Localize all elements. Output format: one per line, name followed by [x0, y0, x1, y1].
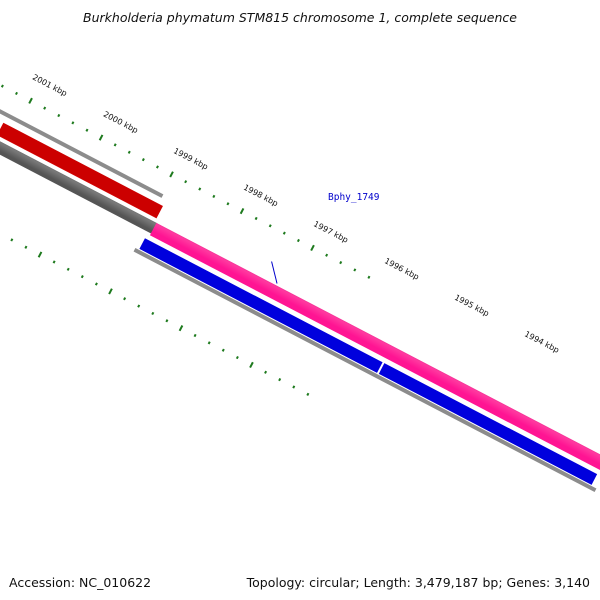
minor-tick-outer-48: [367, 275, 371, 279]
minor-tick-inner-41: [207, 341, 211, 345]
major-tick-outer-44: [310, 244, 315, 252]
minor-tick-inner-30: [52, 260, 56, 264]
minor-tick-inner-32: [80, 275, 84, 279]
minor-tick-inner-48: [306, 392, 310, 396]
gene-label[interactable]: Bphy_1749: [328, 192, 380, 203]
major-tick-inner-29: [37, 251, 43, 258]
minor-tick-outer-45: [325, 253, 329, 257]
major-tick-outer-39: [239, 207, 245, 215]
minor-tick-inner-46: [278, 378, 282, 382]
minor-tick-outer-42: [282, 231, 286, 235]
minor-ticks: [0, 84, 371, 396]
minor-tick-inner-37: [151, 311, 155, 316]
minor-tick-outer-40: [254, 216, 258, 221]
feature-other: [0, 138, 158, 234]
minor-tick-inner-47: [292, 385, 296, 389]
minor-tick-outer-35: [184, 180, 188, 184]
minor-tick-outer-27: [71, 121, 75, 125]
minor-tick-outer-33: [155, 165, 159, 169]
major-tick-inner-44: [249, 361, 254, 369]
minor-tick-outer-41: [268, 224, 272, 228]
minor-tick-inner-27: [10, 238, 14, 242]
minor-tick-outer-46: [339, 260, 343, 265]
genome-strip: 2001 kbp 2000 kbp 1999 kbp 1998 kbp 1997…: [0, 73, 600, 493]
minor-tick-outer-30: [113, 143, 117, 147]
tick-label-2001: 2001 kbp: [31, 73, 69, 98]
tick-labels: 2001 kbp 2000 kbp 1999 kbp 1998 kbp 1997…: [31, 73, 561, 355]
feature-bphy-1749: [149, 222, 600, 472]
major-tick-outer-29: [98, 134, 104, 141]
minor-tick-outer-32: [141, 158, 145, 162]
backbone-left: [0, 106, 164, 198]
accession-label: Accession: NC_010622: [9, 575, 152, 590]
major-tick-inner-39: [178, 325, 184, 332]
gene-label-leader: [271, 261, 278, 284]
minor-tick-outer-31: [127, 150, 131, 154]
minor-tick-outer-26: [57, 113, 61, 118]
sequence-summary: Topology: circular; Length: 3,479,187 bp…: [246, 575, 590, 590]
major-ticks: [28, 97, 315, 369]
minor-tick-outer-25: [43, 106, 47, 110]
tick-label-1999: 1999 kbp: [172, 146, 210, 171]
minor-tick-outer-23: [14, 91, 18, 96]
tick-label-1995: 1995 kbp: [453, 293, 491, 318]
feature-reverse-1: [139, 238, 383, 373]
minor-tick-outer-38: [226, 202, 230, 206]
backbone-right: [133, 247, 597, 493]
tick-label-1998: 1998 kbp: [242, 183, 280, 208]
minor-tick-outer-43: [296, 238, 300, 243]
minor-tick-inner-31: [66, 267, 70, 271]
minor-tick-outer-37: [212, 194, 216, 199]
major-tick-outer-34: [169, 171, 174, 178]
minor-tick-outer-36: [198, 187, 202, 191]
minor-tick-inner-42: [221, 348, 225, 352]
minor-tick-outer-47: [353, 268, 357, 272]
minor-tick-outer-28: [85, 128, 89, 132]
minor-tick-outer-22: [0, 84, 4, 88]
tick-label-1997: 1997 kbp: [312, 219, 350, 244]
tick-label-1994: 1994 kbp: [523, 329, 561, 354]
major-tick-outer-24: [28, 97, 33, 104]
feature-reverse-2: [378, 363, 598, 485]
major-tick-inner-34: [108, 288, 113, 295]
map-title: Burkholderia phymatum STM815 chromosome …: [83, 10, 517, 25]
minor-tick-inner-28: [24, 245, 28, 249]
minor-tick-inner-40: [193, 333, 197, 338]
tick-label-1996: 1996 kbp: [383, 256, 421, 281]
minor-tick-inner-43: [235, 355, 239, 360]
minor-tick-inner-45: [264, 370, 268, 374]
minor-tick-inner-38: [165, 319, 169, 323]
minor-tick-inner-33: [94, 282, 98, 286]
minor-tick-inner-35: [123, 297, 127, 301]
tick-label-2000: 2000 kbp: [102, 110, 140, 135]
minor-tick-inner-36: [137, 304, 141, 308]
feature-highlight: [0, 122, 163, 219]
